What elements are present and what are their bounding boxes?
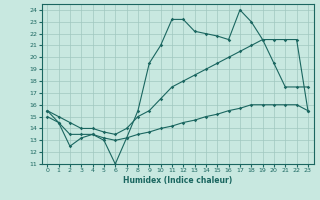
X-axis label: Humidex (Indice chaleur): Humidex (Indice chaleur) (123, 176, 232, 185)
